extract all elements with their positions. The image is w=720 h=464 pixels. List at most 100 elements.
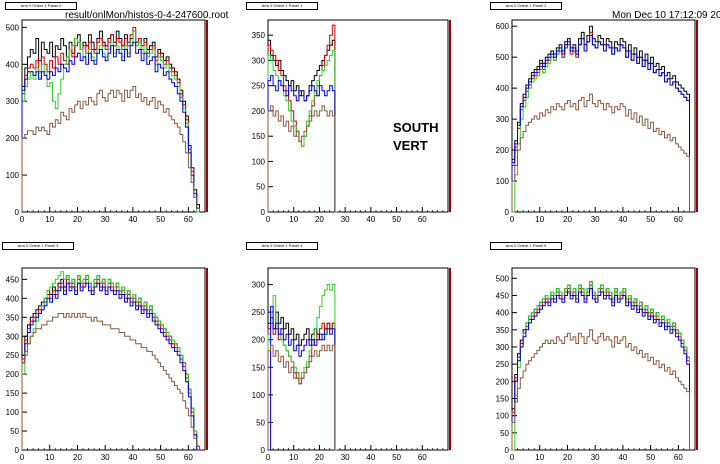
y-tick-label: 350	[252, 31, 266, 40]
histogram-pad-3: Arm 0 Orient 1 Panel 3 0 50 100 150 200 250 300…	[0, 240, 240, 464]
y-tick-label: 300	[496, 343, 510, 352]
x-tick-label: 50	[156, 215, 165, 224]
histogram-svg: 0 100 200 300 400 500 0 10 20 30 40 50 60	[6, 19, 208, 224]
y-tick-label: 0	[261, 446, 266, 455]
x-tick-label: 0	[510, 215, 515, 224]
series-green	[267, 49, 338, 213]
vert-label: VERT	[393, 138, 428, 153]
y-tick-label: 450	[6, 275, 20, 284]
series-blue	[268, 306, 338, 451]
pad-title: Arm 0 Orient 1 Panel 1	[246, 2, 318, 10]
x-tick-label: 20	[563, 453, 572, 462]
y-tick-label: 300	[252, 56, 266, 65]
plot-frame	[267, 19, 449, 213]
series-black	[511, 281, 690, 450]
y-tick-label: 300	[496, 115, 510, 124]
y-tick-label: 450	[496, 291, 510, 300]
x-tick-label: 30	[341, 215, 350, 224]
y-tick-label: 100	[496, 412, 510, 421]
pad-title: Arm 0 Orient 1 Panel 3	[2, 242, 74, 250]
series-green	[512, 281, 690, 451]
series-green	[21, 30, 200, 213]
series-green	[512, 35, 690, 213]
series-blue	[267, 75, 338, 213]
y-tick-label: 300	[252, 281, 266, 290]
series-black	[21, 30, 200, 212]
series-brown	[267, 344, 338, 451]
x-tick-label: 50	[156, 453, 165, 462]
y-tick-label: 0	[15, 208, 20, 217]
y-tick-label: 150	[6, 389, 20, 398]
y-tick-label: 200	[496, 146, 510, 155]
series-red	[511, 31, 690, 212]
y-tick-label: 150	[252, 132, 266, 141]
x-tick-label: 10	[45, 453, 54, 462]
x-tick-label: 20	[73, 453, 82, 462]
y-tick-label: 350	[496, 326, 510, 335]
histogram-svg: 0 50 100 150 200 250 300 350 400 450 0 10 20 30 40 50 60	[6, 267, 208, 462]
y-tick-label: 250	[6, 351, 20, 360]
y-tick-label: 50	[256, 418, 265, 427]
y-tick-label: 100	[6, 171, 20, 180]
x-tick-label: 30	[591, 453, 600, 462]
x-tick-label: 20	[563, 215, 572, 224]
histogram-pad-2: Arm 0 Orient 1 Panel 2 0 100 200 300 400 500 60…	[480, 0, 720, 232]
x-tick-label: 50	[646, 453, 655, 462]
y-tick-label: 50	[10, 427, 19, 436]
x-tick-label: 40	[366, 215, 375, 224]
y-tick-label: 500	[496, 53, 510, 62]
x-tick-label: 50	[392, 215, 401, 224]
datetime-label: Mon Dec 10 17:12:09 2007	[612, 10, 720, 21]
x-tick-label: 60	[418, 453, 427, 462]
x-tick-label: 10	[535, 215, 544, 224]
histogram-svg: 0 50 100 150 200 250 300 350 400 450 500 0 10 20 30 40 5…	[496, 267, 698, 462]
series-red	[21, 278, 200, 451]
y-tick-label: 200	[496, 377, 510, 386]
y-tick-label: 300	[6, 97, 20, 106]
plot-frame	[511, 267, 696, 451]
y-tick-label: 0	[505, 208, 510, 217]
y-tick-label: 400	[6, 294, 20, 303]
series-blue	[511, 288, 690, 450]
y-tick-label: 100	[496, 177, 510, 186]
x-tick-label: 40	[366, 453, 375, 462]
y-tick-label: 100	[6, 408, 20, 417]
y-tick-label: 100	[252, 391, 266, 400]
y-tick-label: 200	[252, 336, 266, 345]
series-green	[21, 271, 200, 450]
series-green	[267, 284, 338, 451]
x-tick-label: 0	[266, 215, 271, 224]
y-tick-label: 250	[252, 82, 266, 91]
y-tick-label: 500	[6, 23, 20, 32]
y-tick-label: 100	[252, 157, 266, 166]
series-red	[21, 26, 200, 212]
y-tick-label: 200	[252, 107, 266, 116]
x-tick-label: 20	[73, 215, 82, 224]
histogram-pad-0: Arm 0 Orient 1 Panel 0 0 100 200 300 400 500 0 1…	[0, 0, 240, 232]
series-brown	[511, 329, 690, 450]
y-tick-label: 400	[6, 60, 20, 69]
plot-frame	[511, 19, 696, 213]
x-tick-label: 20	[315, 215, 324, 224]
x-tick-label: 60	[184, 215, 193, 224]
y-tick-label: 200	[6, 370, 20, 379]
y-tick-label: 0	[15, 446, 20, 455]
pad-title: Arm 0 Orient 1 Panel 4	[246, 242, 318, 250]
series-blue	[21, 41, 200, 212]
x-tick-label: 60	[184, 453, 193, 462]
x-tick-label: 10	[289, 215, 298, 224]
histogram-svg: 0 100 200 300 400 500 600 0 10 20 30 40 50 60	[496, 19, 698, 224]
x-tick-label: 10	[45, 215, 54, 224]
series-black	[21, 275, 200, 450]
x-tick-label: 30	[591, 215, 600, 224]
y-tick-label: 250	[496, 360, 510, 369]
x-tick-label: 40	[618, 215, 627, 224]
y-tick-label: 50	[500, 429, 509, 438]
x-tick-label: 30	[101, 215, 110, 224]
x-tick-label: 10	[535, 453, 544, 462]
y-tick-label: 0	[261, 208, 266, 217]
x-tick-label: 20	[315, 453, 324, 462]
y-tick-label: 150	[496, 394, 510, 403]
y-tick-label: 250	[252, 308, 266, 317]
